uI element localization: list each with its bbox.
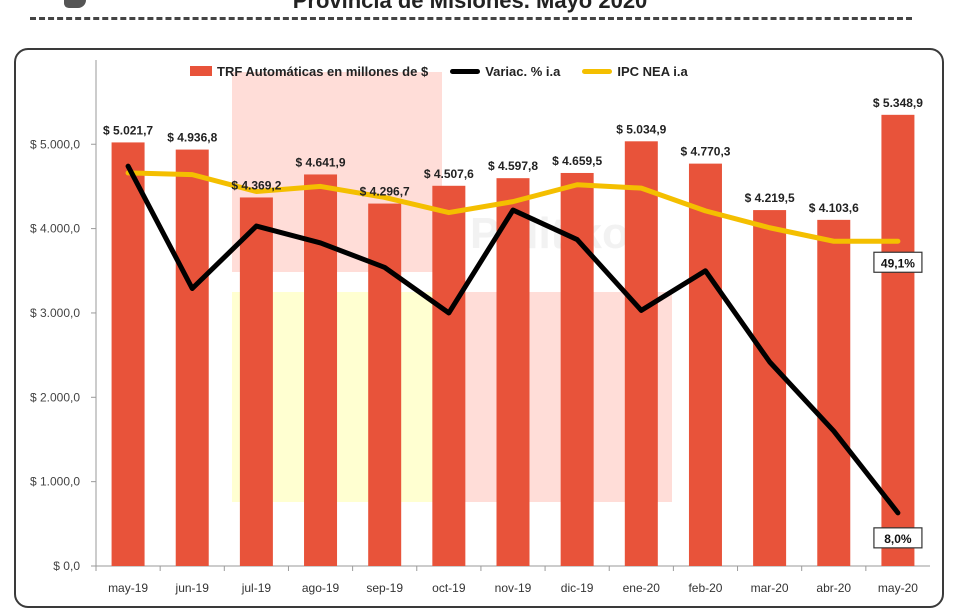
title-bar: Provincia de Misiones. Mayo 2020 <box>0 0 960 30</box>
logo-icon <box>64 0 86 8</box>
bar <box>111 142 145 566</box>
bar-data-label: $ 4.296,7 <box>360 185 410 199</box>
bar-data-label: $ 4.641,9 <box>296 155 346 169</box>
bar <box>175 149 209 566</box>
y-tick-label: $ 4.000,0 <box>30 222 80 236</box>
x-tick-label: may-19 <box>108 581 148 595</box>
x-tick-label: may-20 <box>878 581 918 595</box>
y-tick-label: $ 5.000,0 <box>30 137 80 151</box>
title-divider <box>30 17 912 20</box>
bar-data-label: $ 4.597,8 <box>488 159 538 173</box>
bar-data-label: $ 4.369,2 <box>231 178 281 192</box>
y-tick-label: $ 2.000,0 <box>30 390 80 404</box>
bar-data-label: $ 4.936,8 <box>167 131 217 145</box>
legend-swatch-variacion <box>450 68 481 74</box>
bar <box>239 197 273 566</box>
bar-data-label: $ 4.659,5 <box>552 154 602 168</box>
ipc-end-value-box <box>873 251 923 273</box>
bar <box>432 185 466 566</box>
ipc-end-value-label: 49,1% <box>881 256 915 270</box>
y-tick-label: $ 1.000,0 <box>30 475 80 489</box>
x-tick-label: dic-19 <box>561 581 594 595</box>
x-tick-label: abr-20 <box>816 581 851 595</box>
variacion-end-value-box <box>873 527 923 549</box>
bar <box>304 174 338 566</box>
legend-swatch-ipc <box>582 68 613 74</box>
legend-label-ipc: IPC NEA i.a <box>617 63 688 79</box>
bar-data-label: $ 5.034,9 <box>616 122 666 136</box>
bar <box>753 210 787 566</box>
bar-data-label: $ 5.348,9 <box>873 96 923 110</box>
bar-data-label: $ 4.219,5 <box>745 191 795 205</box>
bar <box>496 178 530 566</box>
x-tick-label: jul-19 <box>241 581 272 595</box>
chart-title: Provincia de Misiones. Mayo 2020 <box>292 0 648 13</box>
y-tick-label: $ 0,0 <box>53 559 80 573</box>
y-tick-label: $ 3.000,0 <box>30 306 80 320</box>
bar <box>817 219 851 567</box>
bar-data-label: $ 4.770,3 <box>680 145 730 159</box>
x-tick-label: mar-20 <box>751 581 789 595</box>
variacion-line <box>125 163 901 516</box>
legend-item-trf: TRF Automáticas en millones de $ <box>190 64 428 79</box>
legend-swatch-trf <box>190 66 212 76</box>
bar <box>688 163 722 567</box>
legend-label-trf: TRF Automáticas en millones de $ <box>217 63 429 79</box>
bar <box>368 203 402 566</box>
legend-label-variacion: Variac. % i.a <box>485 63 561 79</box>
bar <box>624 141 658 566</box>
x-tick-label: feb-20 <box>688 581 722 595</box>
x-tick-label: ago-19 <box>302 581 340 595</box>
legend: TRF Automáticas en millones de $ Variac.… <box>190 61 688 81</box>
x-tick-label: sep-19 <box>366 581 403 595</box>
bar <box>881 114 915 566</box>
ipc-line <box>125 170 901 244</box>
legend-item-variacion: Variac. % i.a <box>450 64 560 79</box>
bar-data-label: $ 4.507,6 <box>424 167 474 181</box>
variacion-end-value-label: 8,0% <box>884 532 912 546</box>
bar-data-label: $ 4.103,6 <box>809 201 859 215</box>
x-tick-label: oct-19 <box>432 581 466 595</box>
legend-item-ipc: IPC NEA i.a <box>582 63 688 79</box>
x-tick-label: nov-19 <box>495 581 532 595</box>
x-tick-label: ene-20 <box>623 581 661 595</box>
bar-data-label: $ 5.021,7 <box>103 123 153 137</box>
x-tick-label: jun-19 <box>175 581 210 595</box>
